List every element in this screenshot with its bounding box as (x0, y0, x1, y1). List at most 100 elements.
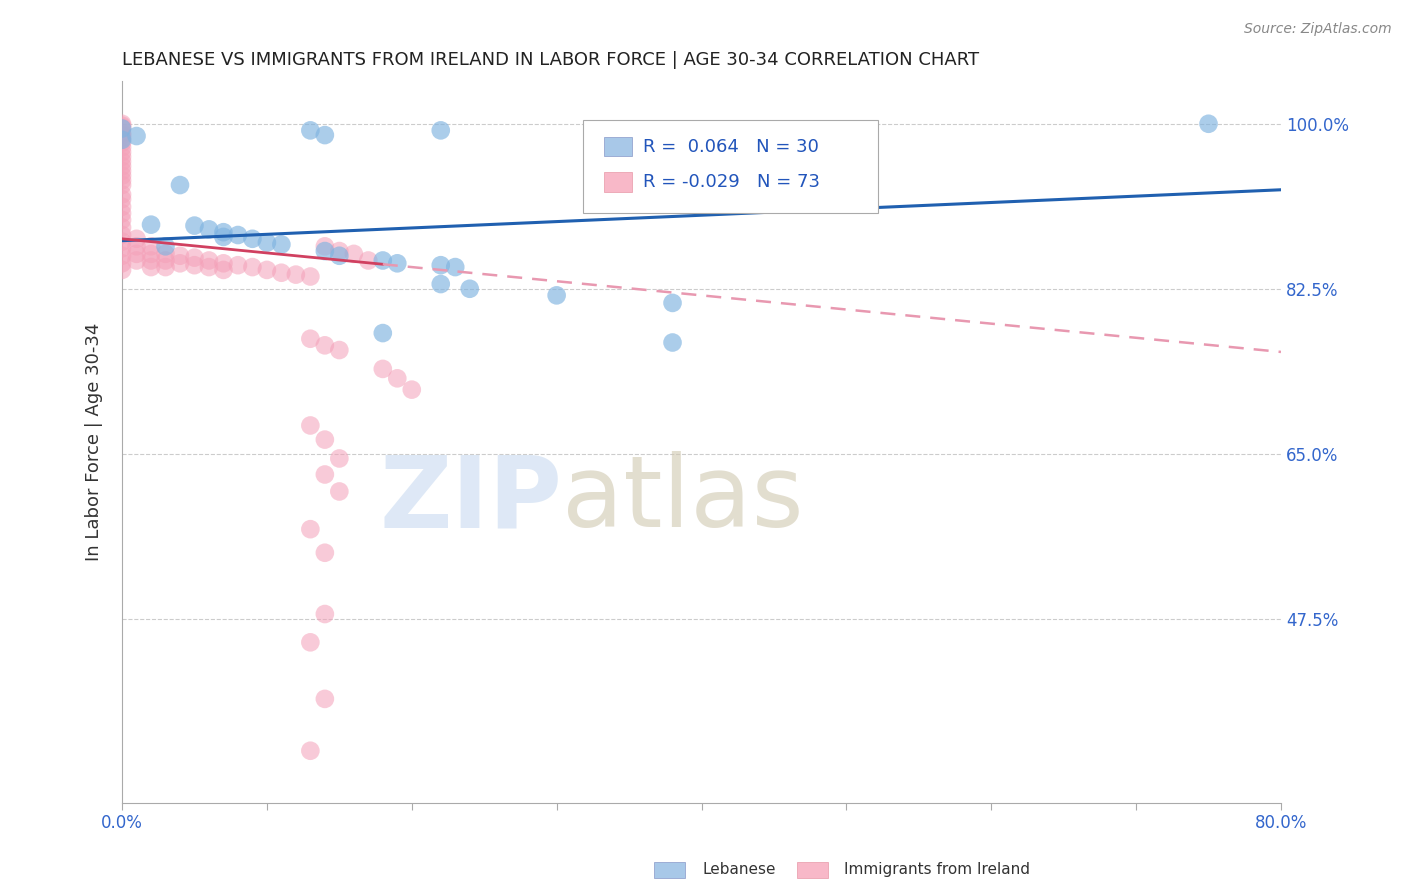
Point (343, 247, 366, 261)
Point (226, 258, 249, 272)
Point (328, 451, 350, 466)
Point (299, 418, 322, 433)
Point (111, 120, 134, 135)
Point (212, 256, 235, 270)
Point (183, 258, 205, 272)
Point (111, 121, 134, 136)
Point (371, 326, 394, 340)
Point (357, 253, 380, 268)
Point (314, 244, 336, 258)
Point (111, 126, 134, 140)
Point (125, 239, 148, 253)
Point (111, 213, 134, 227)
Point (387, 371, 409, 385)
Point (242, 260, 264, 274)
Point (111, 200, 134, 214)
Point (111, 164, 134, 178)
Point (212, 230, 235, 244)
Point (111, 150, 134, 164)
Point (1198, 117, 1220, 131)
Point (299, 123, 322, 137)
Point (111, 178, 134, 192)
Point (111, 241, 134, 255)
Point (169, 178, 191, 192)
Point (111, 145, 134, 159)
Point (299, 744, 322, 758)
Point (212, 225, 235, 239)
Point (429, 258, 451, 272)
Point (256, 235, 278, 250)
Text: R =  0.064   N = 30: R = 0.064 N = 30 (644, 137, 820, 155)
Point (125, 128, 148, 143)
Point (226, 227, 249, 242)
Point (139, 247, 162, 261)
Point (328, 244, 350, 258)
Text: atlas: atlas (562, 451, 804, 549)
Point (111, 173, 134, 187)
Point (270, 266, 292, 280)
Point (429, 123, 451, 137)
Text: Source: ZipAtlas.com: Source: ZipAtlas.com (1244, 22, 1392, 37)
Point (111, 256, 134, 270)
Point (314, 546, 336, 560)
Point (328, 249, 350, 263)
Point (169, 256, 191, 270)
Point (314, 239, 336, 253)
Point (314, 692, 336, 706)
Point (371, 253, 394, 268)
Point (546, 288, 568, 302)
Point (139, 218, 162, 232)
Point (458, 282, 481, 296)
Point (111, 187, 134, 202)
Point (299, 332, 322, 346)
Point (314, 433, 336, 447)
Point (429, 277, 451, 291)
Point (111, 128, 134, 142)
Point (111, 249, 134, 263)
Point (314, 338, 336, 352)
Point (111, 154, 134, 169)
Point (111, 131, 134, 145)
Point (183, 251, 205, 265)
Point (111, 140, 134, 154)
Point (198, 222, 221, 236)
Point (299, 522, 322, 536)
Point (212, 263, 235, 277)
Point (314, 607, 336, 621)
Point (284, 268, 307, 282)
Point (111, 220, 134, 235)
Point (125, 232, 148, 246)
Text: ZIP: ZIP (380, 451, 562, 549)
Point (401, 383, 423, 397)
Point (111, 119, 134, 133)
Point (125, 247, 148, 261)
Point (169, 249, 191, 263)
Point (111, 263, 134, 277)
Point (155, 247, 177, 261)
Point (111, 169, 134, 183)
Point (111, 117, 134, 131)
Point (661, 296, 683, 310)
Point (139, 253, 162, 268)
Point (125, 253, 148, 268)
Point (328, 484, 350, 499)
Point (328, 343, 350, 357)
Text: Lebanese: Lebanese (703, 863, 776, 877)
Point (270, 237, 292, 252)
Point (139, 260, 162, 274)
Point (111, 206, 134, 220)
Point (444, 260, 467, 274)
Point (111, 133, 134, 147)
Y-axis label: In Labor Force | Age 30-34: In Labor Force | Age 30-34 (86, 323, 103, 561)
Point (155, 253, 177, 268)
Point (299, 635, 322, 649)
Point (183, 219, 205, 233)
Point (198, 253, 221, 268)
Point (111, 159, 134, 173)
Point (242, 232, 264, 246)
Point (155, 260, 177, 274)
Point (314, 128, 336, 142)
Text: Immigrants from Ireland: Immigrants from Ireland (844, 863, 1029, 877)
Point (314, 467, 336, 482)
Text: LEBANESE VS IMMIGRANTS FROM IRELAND IN LABOR FORCE | AGE 30-34 CORRELATION CHART: LEBANESE VS IMMIGRANTS FROM IRELAND IN L… (122, 51, 979, 69)
